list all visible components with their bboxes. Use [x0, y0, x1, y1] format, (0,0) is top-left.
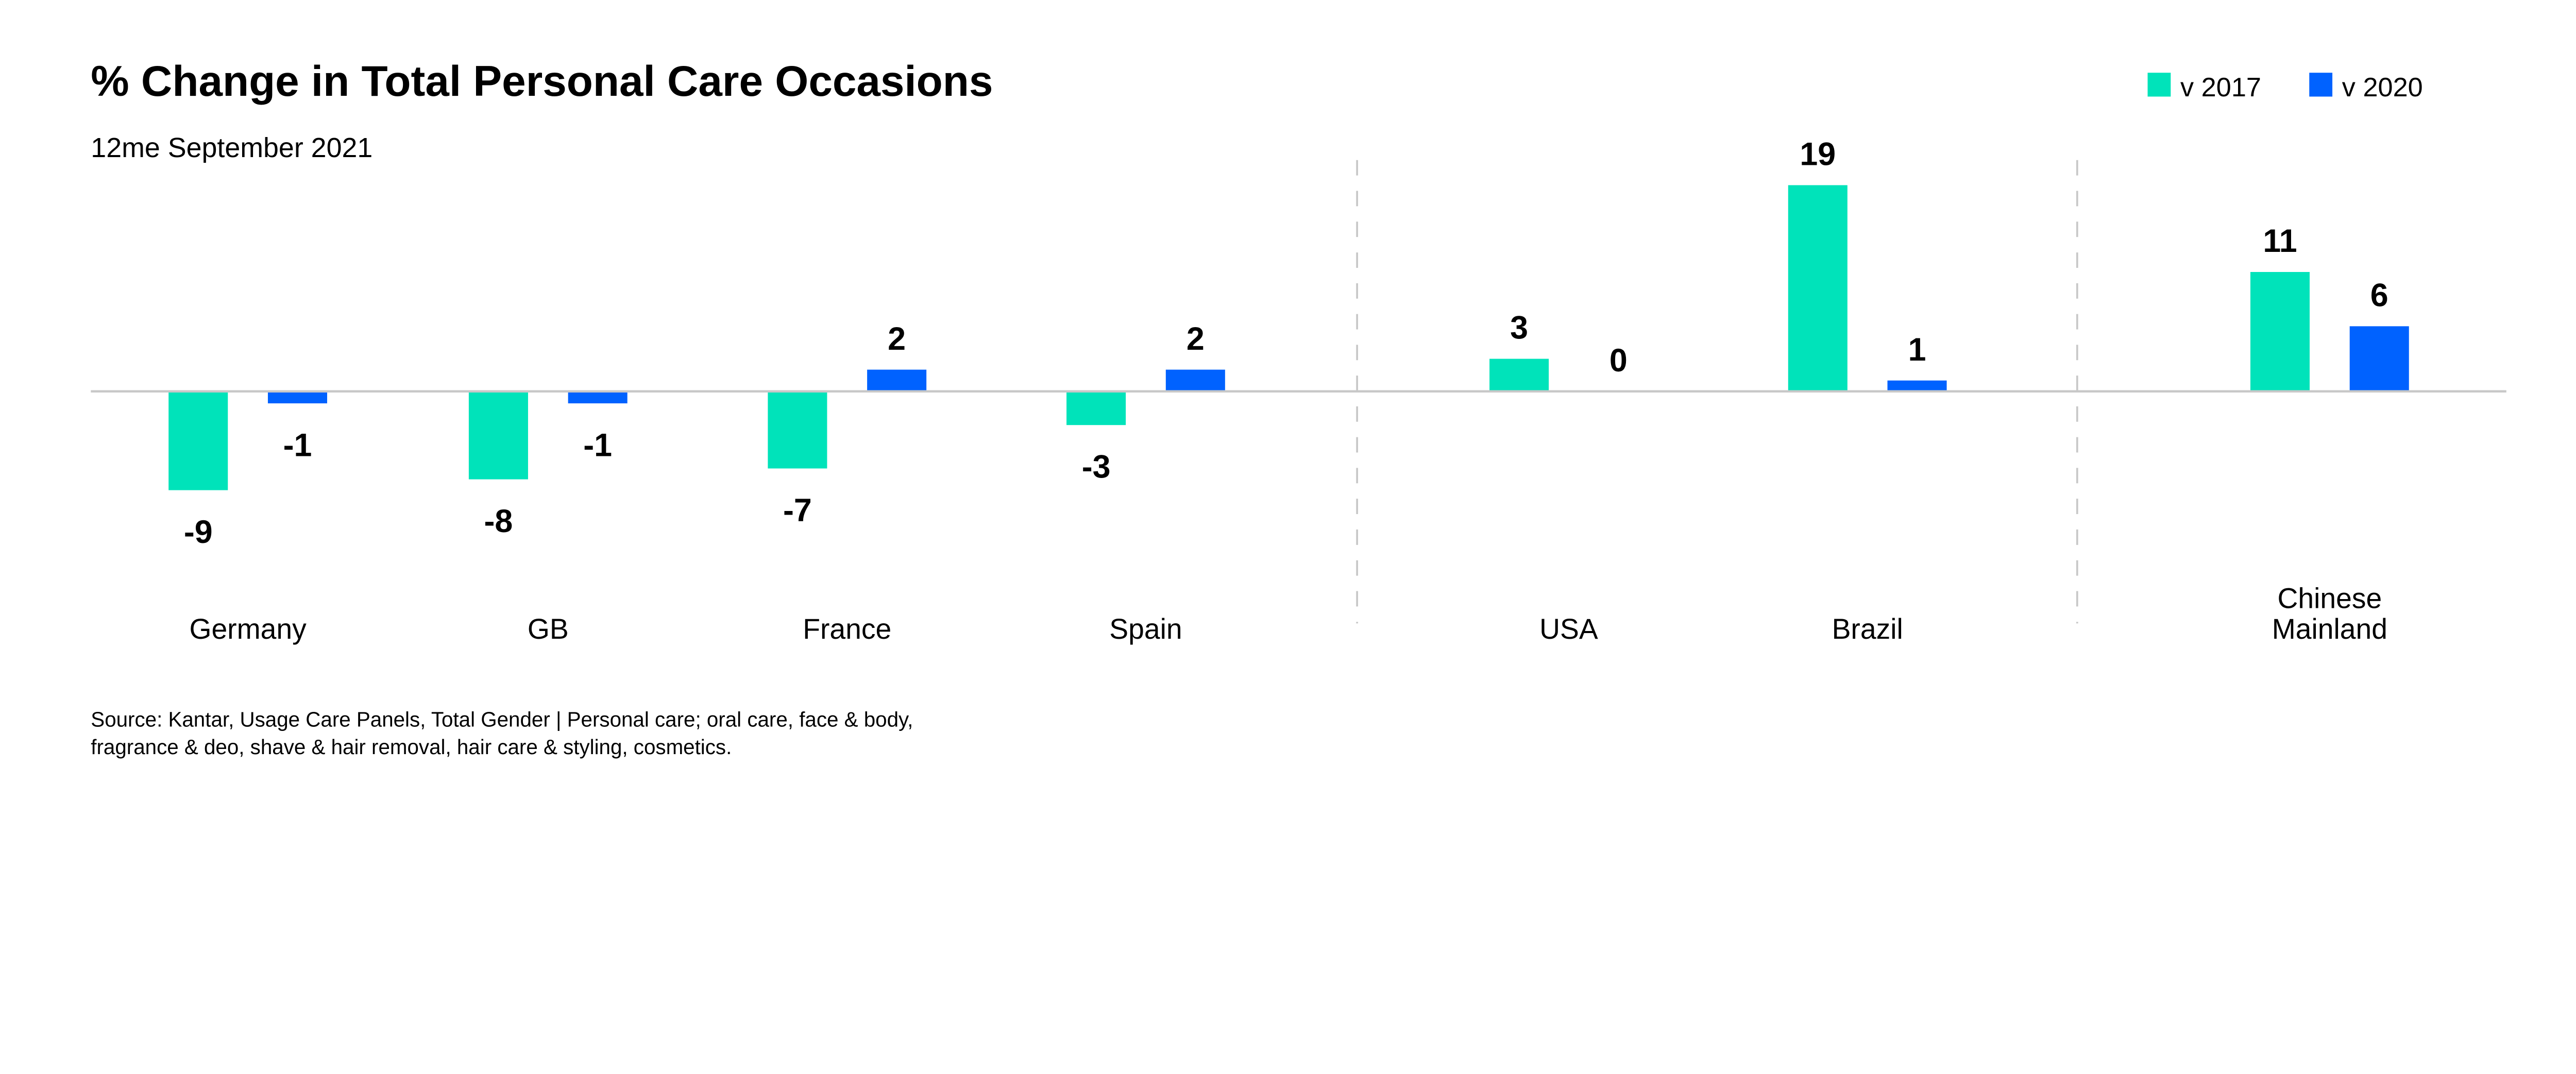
chart-title: % Change in Total Personal Care Occasion… — [91, 57, 993, 105]
legend-swatch-v2020 — [2309, 73, 2333, 97]
data-label: 2 — [1187, 321, 1205, 357]
chart-subtitle: 12me September 2021 — [91, 132, 372, 163]
bar-gb-v2017 — [468, 392, 528, 480]
legend: v 2017 v 2020 — [2147, 73, 2423, 103]
bar-usa-v2017 — [1489, 359, 1549, 391]
bar-germany-v2020 — [267, 392, 327, 404]
data-label: 3 — [1510, 310, 1528, 346]
data-label: 0 — [1609, 343, 1628, 379]
bar-chinese-mainland-v2020 — [2349, 326, 2409, 391]
data-label: -1 — [283, 427, 312, 463]
data-label: -8 — [484, 503, 513, 539]
bar-chart: % Change in Total Personal Care Occasion… — [91, 57, 2506, 759]
source-line-1: Source: Kantar, Usage Care Panels, Total… — [91, 707, 913, 731]
legend-swatch-v2017 — [2147, 73, 2171, 97]
category-label: France — [803, 613, 891, 645]
bar-spain-v2017 — [1066, 392, 1126, 425]
data-label: -9 — [184, 514, 213, 550]
source-line-2: fragrance & deo, shave & hair removal, h… — [91, 735, 732, 759]
bar-gb-v2020 — [568, 392, 628, 404]
data-label: 2 — [888, 321, 906, 357]
data-label: 11 — [2263, 223, 2297, 259]
data-label: -3 — [1082, 449, 1111, 485]
category-label: Germany — [189, 613, 307, 645]
category-label: Chinese Mainland — [2272, 582, 2387, 645]
bar-chinese-mainland-v2017 — [2250, 272, 2310, 391]
legend-label-v2017: v 2017 — [2180, 73, 2261, 103]
bar-france-v2020 — [867, 369, 927, 391]
bar-france-v2017 — [768, 392, 827, 469]
legend-label-v2020: v 2020 — [2342, 73, 2423, 103]
data-label: -1 — [583, 427, 612, 463]
bar-spain-v2020 — [1165, 369, 1225, 391]
category-label: GB — [528, 613, 569, 645]
category-label: Brazil — [1832, 613, 1903, 645]
category-label: USA — [1539, 613, 1598, 645]
category-label: Spain — [1109, 613, 1182, 645]
bar-germany-v2017 — [168, 392, 228, 490]
data-label: -7 — [783, 492, 812, 529]
bar-brazil-v2020 — [1887, 380, 1947, 391]
data-label: 6 — [2370, 278, 2388, 314]
data-label: 1 — [1908, 332, 1926, 368]
bar-brazil-v2017 — [1788, 185, 1848, 391]
data-label: 19 — [1800, 137, 1836, 173]
